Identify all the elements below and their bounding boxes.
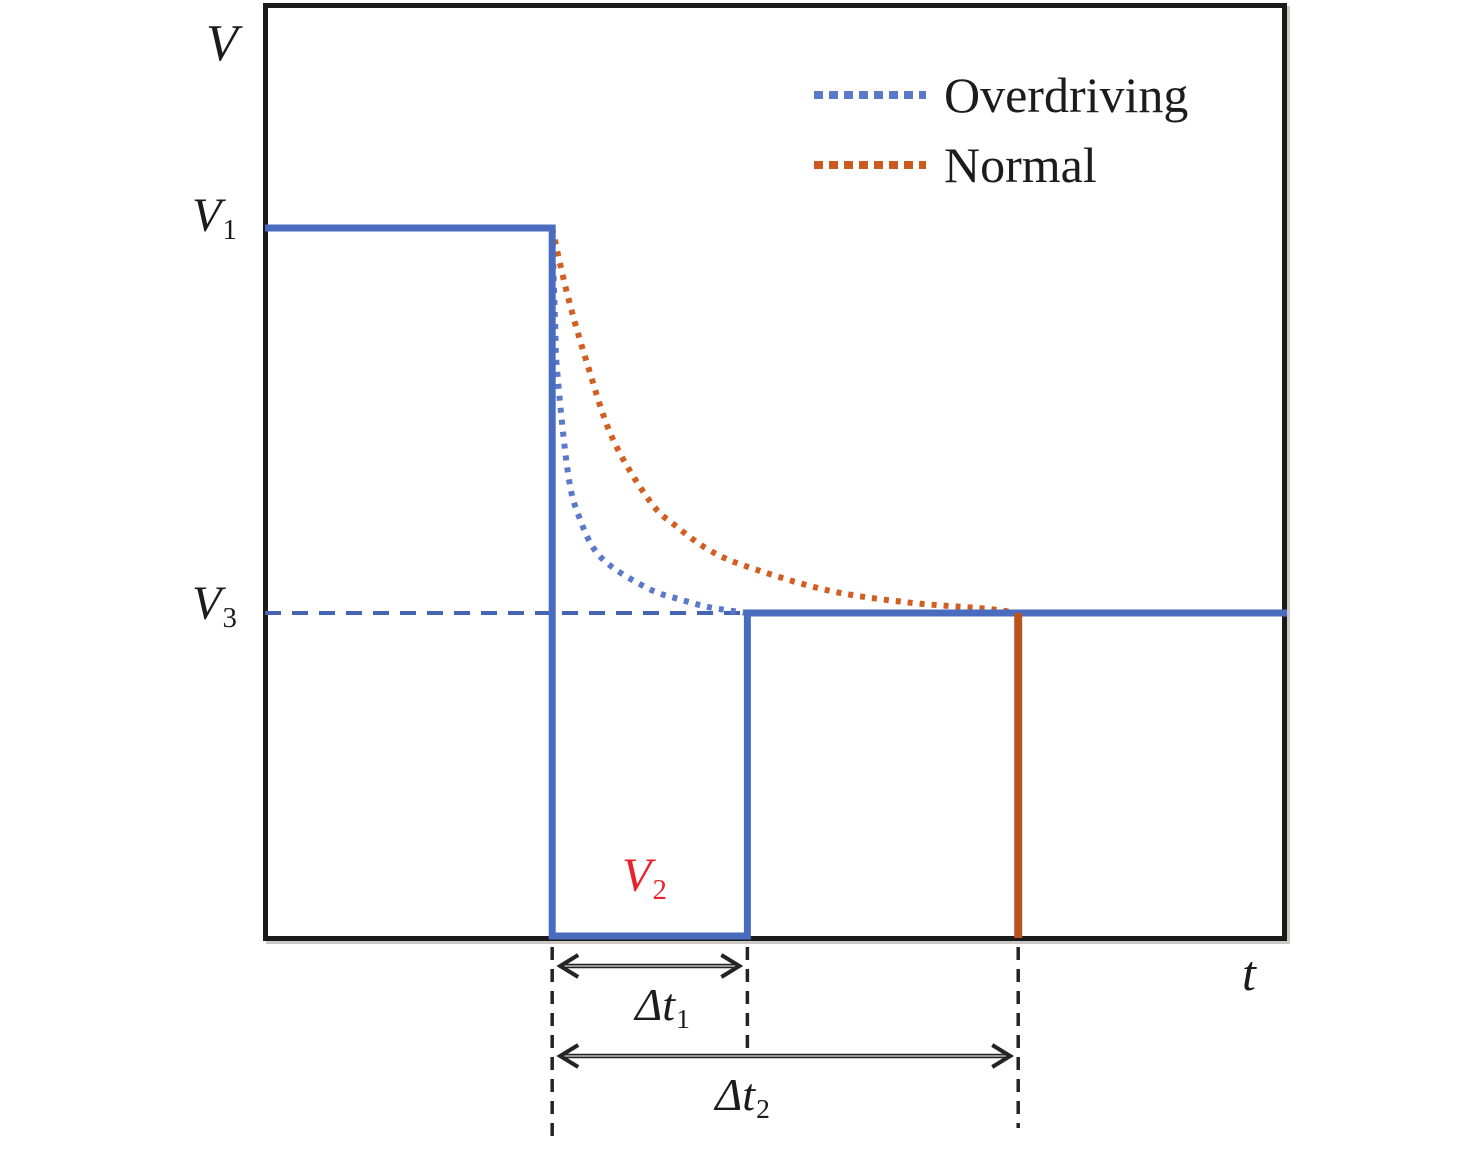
v2-subscript: 2 [652,874,667,907]
v3-level-label: V3 [192,577,237,633]
plot-frame [263,3,1287,941]
legend: Overdriving Normal [814,62,1188,198]
normal-dotted-line-swatch [814,161,926,169]
arrowhead-right [720,953,744,979]
v2-base: V [622,849,652,902]
legend-item-overdriving: Overdriving [814,62,1188,128]
dt1-base: Δt [635,979,675,1030]
v1-subscript: 1 [222,214,237,247]
dt1-subscript: 1 [676,1002,690,1034]
v3-base: V [192,577,222,630]
legend-label-overdriving: Overdriving [944,67,1189,123]
dt2-subscript: 2 [756,1092,770,1124]
drive-waveform-line [265,224,1287,940]
x-axis-label: t [1242,945,1256,1001]
legend-label-normal: Normal [944,137,1097,193]
arrowhead-left [556,953,580,979]
arrowhead-left [556,1043,580,1069]
v3-subscript: 3 [222,602,237,635]
overdriving-dotted-line-swatch [814,91,926,99]
delta-t2-label: Δt2 [662,1069,822,1123]
delta-t1-label: Δt1 [592,979,732,1033]
y-axis-label: V [206,15,238,72]
v1-base: V [192,189,222,242]
legend-item-normal: Normal [814,132,1188,198]
v1-level-label: V1 [192,189,237,245]
v2-level-label: V2 [622,849,667,905]
overdriving-response-curve [549,227,748,616]
dt2-base: Δt [715,1069,755,1120]
arrowhead-right [991,1043,1015,1069]
normal-response-curve [549,227,1019,616]
